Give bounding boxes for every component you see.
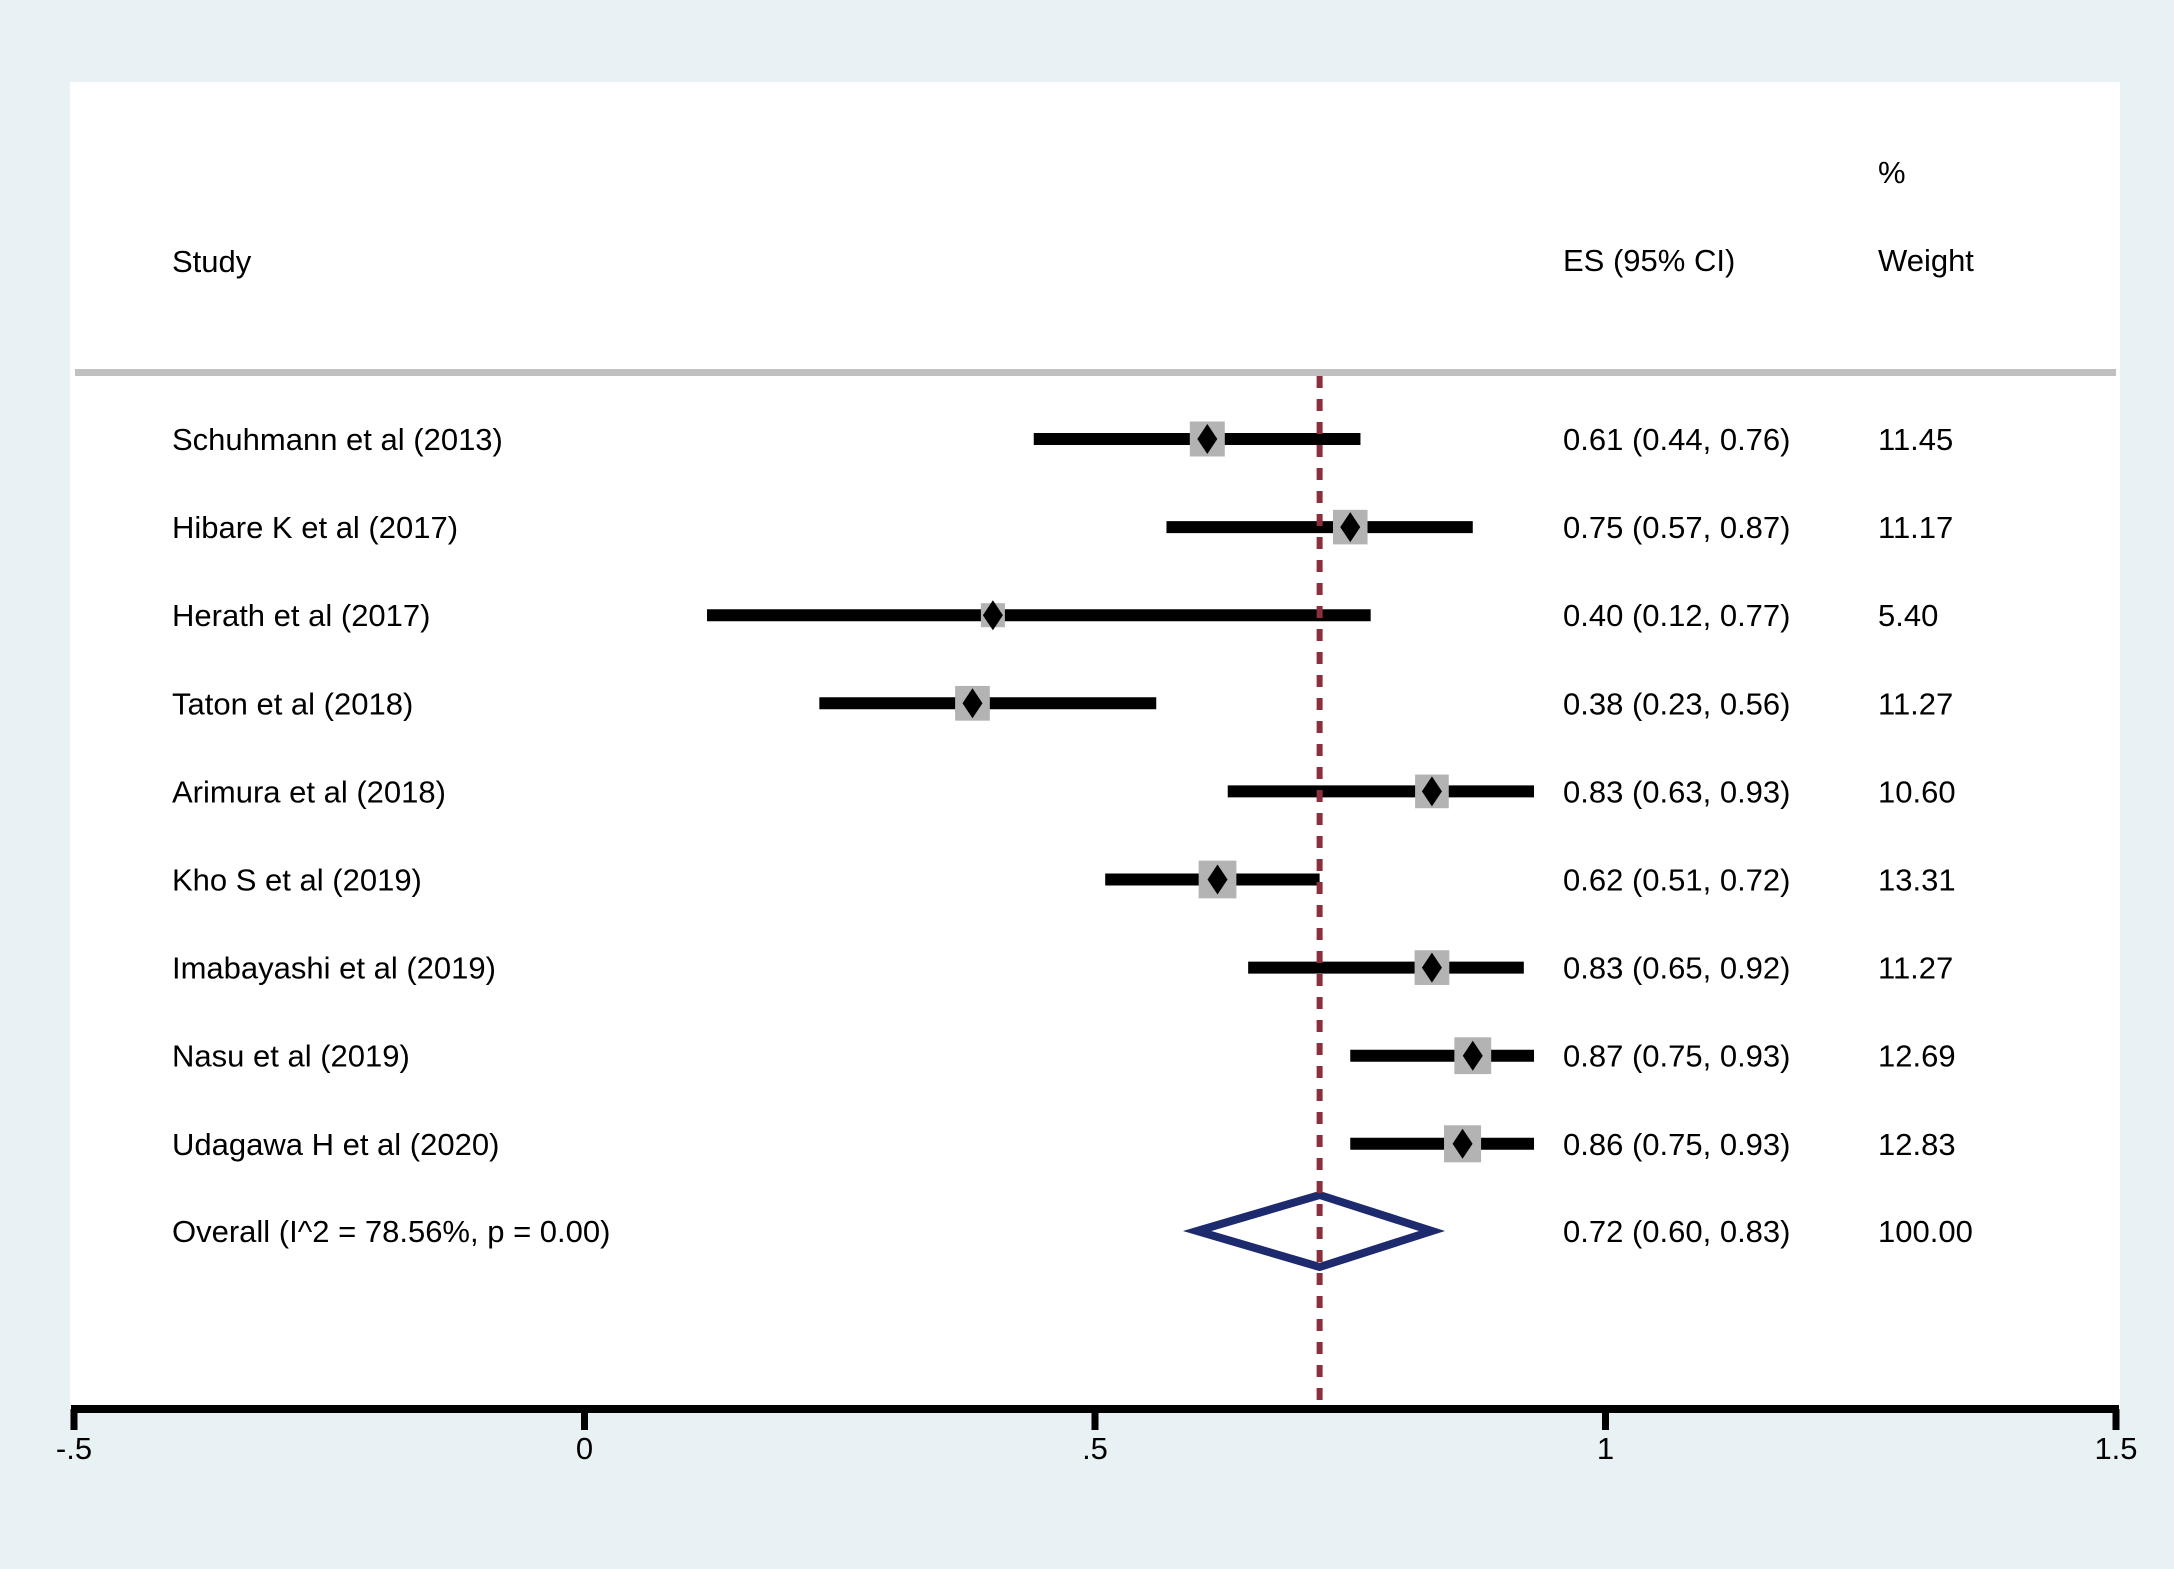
x-tick-label: 1 bbox=[1597, 1431, 1614, 1466]
study-row: Nasu et al (2019) 0.87 (0.75, 0.93) 12.69 bbox=[172, 1037, 1956, 1075]
study-label: Schuhmann et al (2013) bbox=[172, 422, 503, 457]
study-label: Kho S et al (2019) bbox=[172, 863, 422, 898]
study-row: Herath et al (2017) 0.40 (0.12, 0.77) 5.40 bbox=[172, 598, 1938, 633]
point-estimate-marker bbox=[1197, 424, 1218, 454]
weight-value: 11.45 bbox=[1878, 422, 1953, 457]
point-estimate-marker bbox=[1421, 952, 1442, 983]
study-row: Kho S et al (2019) 0.62 (0.51, 0.72) 13.31 bbox=[172, 860, 1956, 899]
header-es: ES (95% CI) bbox=[1563, 243, 1735, 278]
x-tick-label: 1.5 bbox=[2094, 1431, 2137, 1466]
study-label: Imabayashi et al (2019) bbox=[172, 951, 496, 986]
point-estimate-marker bbox=[1462, 1040, 1483, 1071]
study-label: Herath et al (2017) bbox=[172, 598, 430, 633]
point-estimate-marker bbox=[982, 600, 1003, 631]
weight-value: 13.31 bbox=[1878, 863, 1956, 898]
x-tick-label: 0 bbox=[576, 1431, 593, 1466]
es-ci-value: 0.61 (0.44, 0.76) bbox=[1563, 422, 1791, 457]
study-row: Arimura et al (2018) 0.83 (0.63, 0.93) 10.… bbox=[172, 774, 1956, 809]
study-label: Udagawa H et al (2020) bbox=[172, 1127, 499, 1162]
study-label: Arimura et al (2018) bbox=[172, 774, 446, 809]
point-estimate-marker bbox=[1340, 512, 1361, 543]
study-rows: Schuhmann et al (2013) 0.61 (0.44, 0.76) 1… bbox=[172, 421, 1956, 1163]
header-separator bbox=[75, 369, 2116, 376]
point-estimate-marker bbox=[1207, 864, 1228, 895]
es-ci-value: 0.40 (0.12, 0.77) bbox=[1563, 598, 1791, 633]
weight-value: 12.83 bbox=[1878, 1127, 1956, 1162]
es-ci-value: 0.62 (0.51, 0.72) bbox=[1563, 863, 1791, 898]
es-ci-value: 0.75 (0.57, 0.87) bbox=[1563, 510, 1791, 545]
es-ci-value: 0.86 (0.75, 0.93) bbox=[1563, 1127, 1791, 1162]
study-label: Hibare K et al (2017) bbox=[172, 510, 458, 545]
es-ci-value: 0.38 (0.23, 0.56) bbox=[1563, 686, 1791, 721]
overall-diamond bbox=[1182, 1190, 1446, 1272]
es-ci-value: 0.83 (0.65, 0.92) bbox=[1563, 951, 1791, 986]
overall-label: Overall (I^2 = 78.56%, p = 0.00) bbox=[172, 1214, 610, 1249]
point-estimate-marker bbox=[1421, 776, 1442, 807]
study-row: Taton et al (2018) 0.38 (0.23, 0.56) 11.27 bbox=[172, 685, 1953, 721]
es-ci-value: 0.87 (0.75, 0.93) bbox=[1563, 1039, 1791, 1074]
weight-value: 11.17 bbox=[1878, 510, 1953, 545]
overall-row: Overall (I^2 = 78.56%, p = 0.00) 0.72 (0.… bbox=[172, 1190, 1973, 1272]
weight-value: 11.27 bbox=[1878, 686, 1953, 721]
x-axis: -.5 0 .5 1 1.5 bbox=[56, 1405, 2138, 1466]
overall-es-ci-value: 0.72 (0.60, 0.83) bbox=[1563, 1214, 1791, 1249]
plot-panel bbox=[70, 82, 2120, 1409]
es-ci-value: 0.83 (0.63, 0.93) bbox=[1563, 774, 1791, 809]
weight-value: 10.60 bbox=[1878, 774, 1956, 809]
point-estimate-marker bbox=[962, 688, 983, 719]
header-study: Study bbox=[172, 244, 252, 279]
x-tick-label: -.5 bbox=[56, 1431, 92, 1466]
study-row: Udagawa H et al (2020) 0.86 (0.75, 0.93) 1… bbox=[172, 1125, 1956, 1163]
overall-weight-value: 100.00 bbox=[1878, 1214, 1973, 1249]
study-label: Nasu et al (2019) bbox=[172, 1039, 410, 1074]
header-weight: Weight bbox=[1878, 243, 1974, 278]
study-row: Imabayashi et al (2019) 0.83 (0.65, 0.92)… bbox=[172, 950, 1953, 986]
point-estimate-marker bbox=[1452, 1128, 1473, 1159]
header-weight-percent: % bbox=[1878, 155, 1906, 190]
study-label: Taton et al (2018) bbox=[172, 686, 413, 721]
study-row: Hibare K et al (2017) 0.75 (0.57, 0.87) 11… bbox=[172, 509, 1953, 545]
x-tick-label: .5 bbox=[1082, 1431, 1108, 1466]
weight-value: 12.69 bbox=[1878, 1039, 1956, 1074]
weight-value: 11.27 bbox=[1878, 951, 1953, 986]
weight-value: 5.40 bbox=[1878, 598, 1938, 633]
study-row: Schuhmann et al (2013) 0.61 (0.44, 0.76) 1… bbox=[172, 421, 1953, 457]
